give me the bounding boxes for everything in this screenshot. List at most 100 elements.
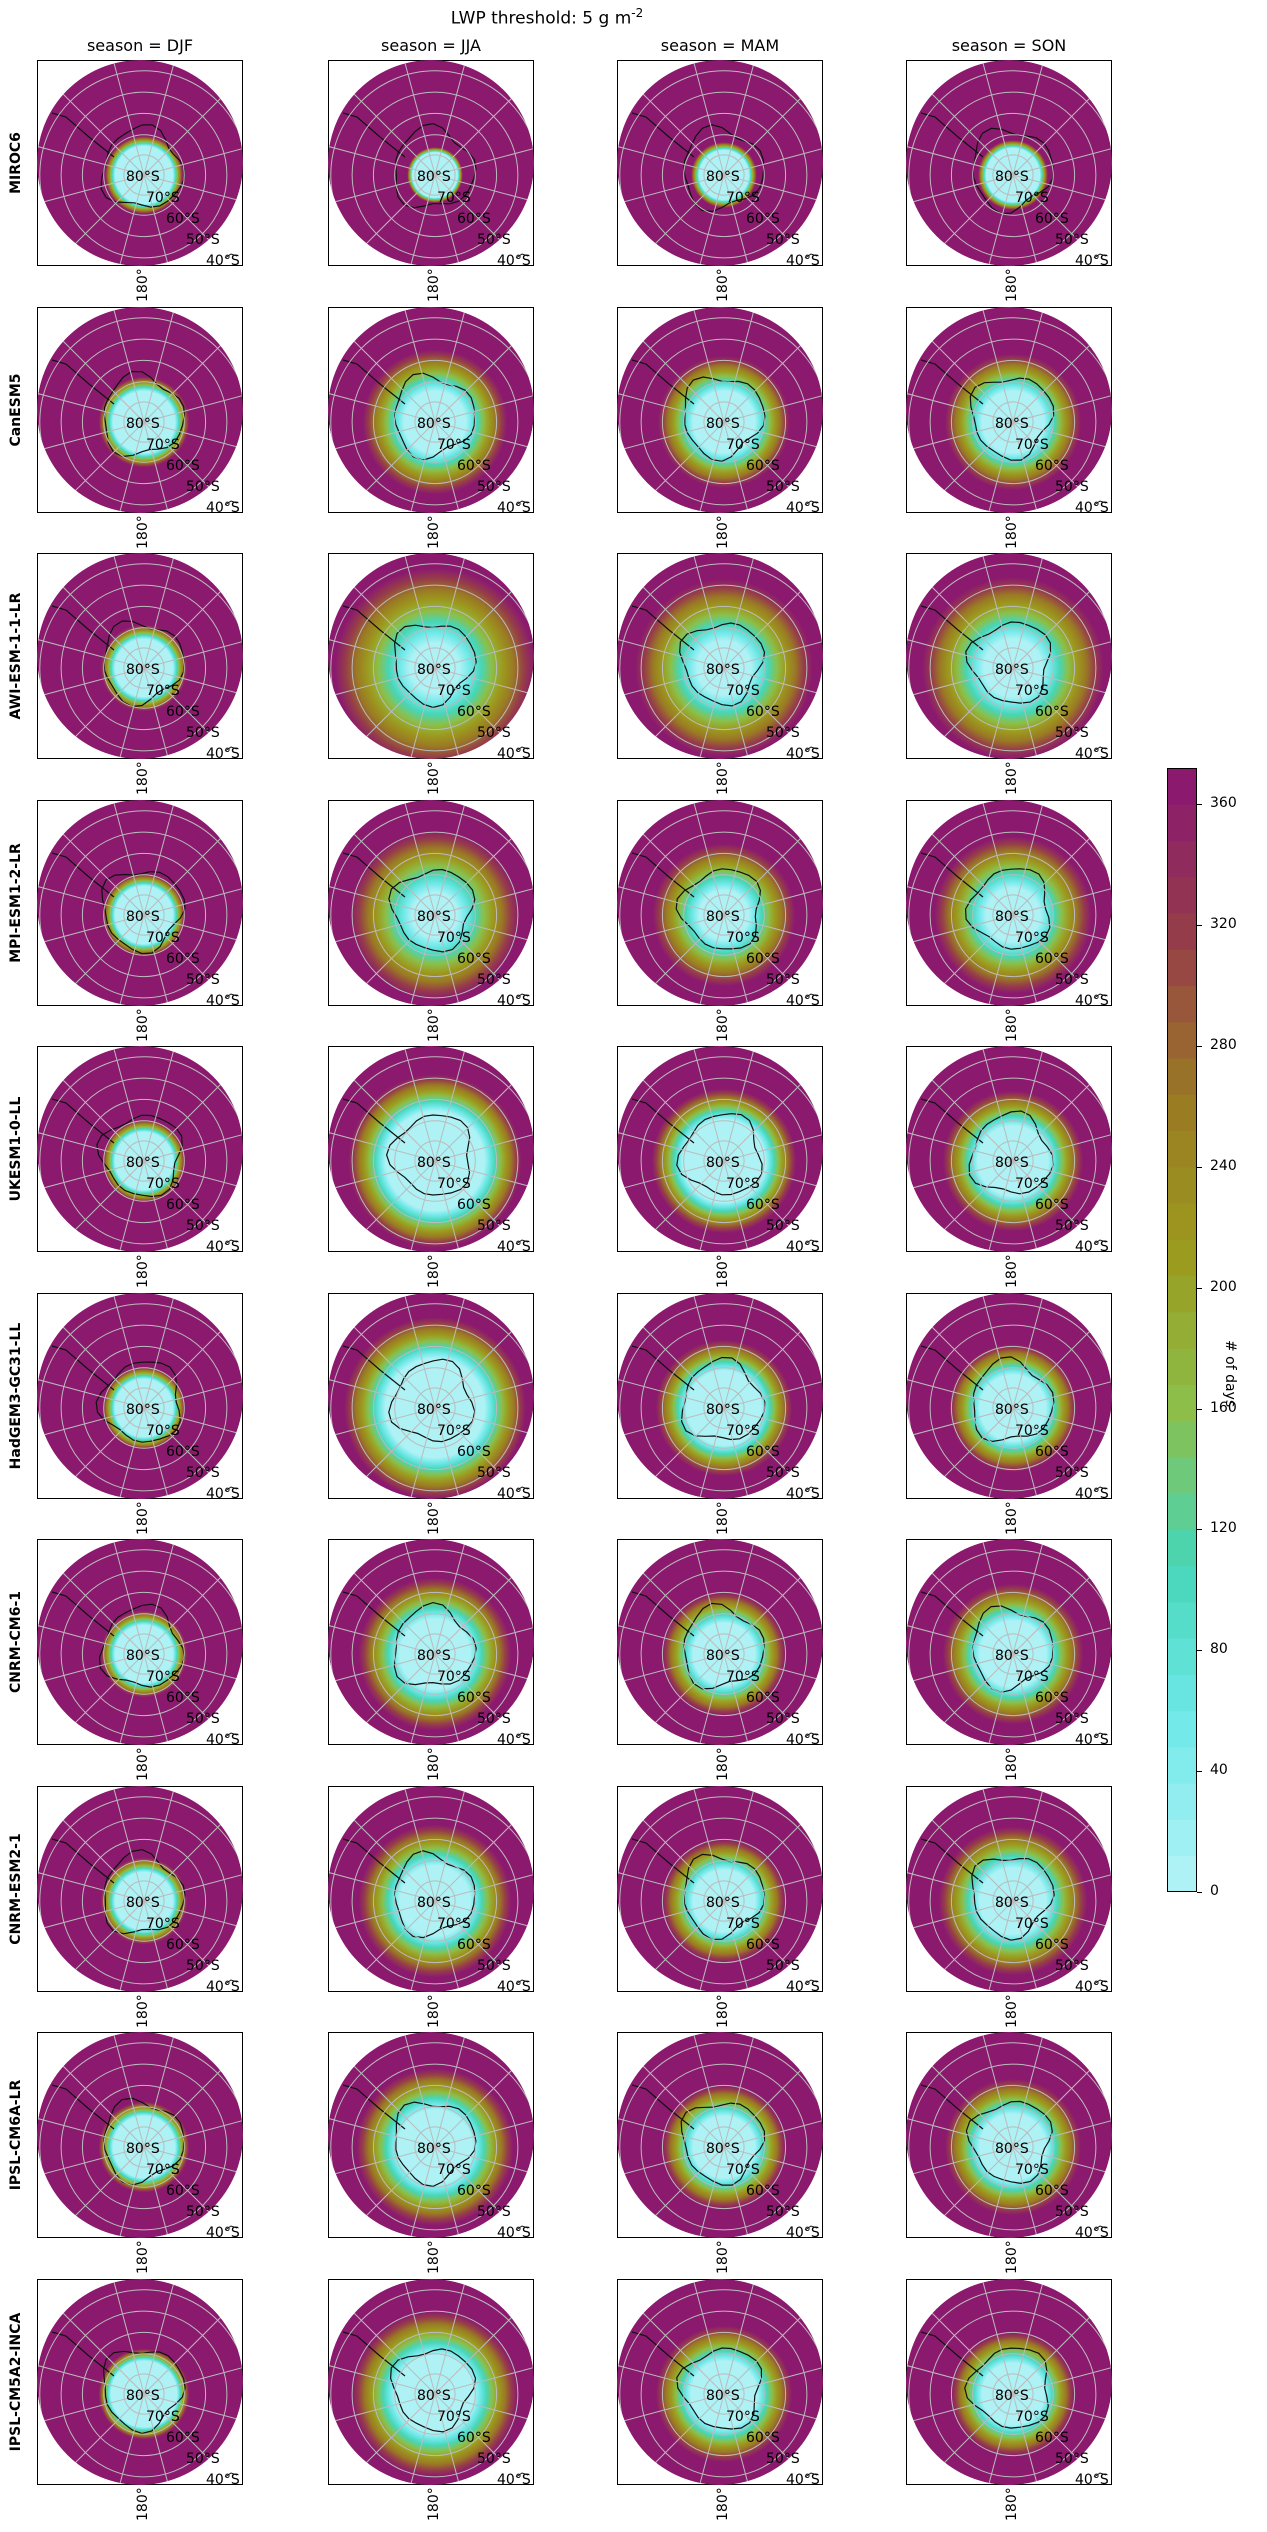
antarctica-coastline [965, 2100, 1053, 2185]
latitude-gridline [60, 1817, 228, 1984]
latitude-gridline [929, 1817, 1097, 1984]
map-panel: 80°S 70°S 60°S 50°S 40°S 180° [906, 306, 1112, 549]
map-panel: 80°S 70°S 60°S 50°S 40°S 180° [37, 2032, 243, 2274]
longitude-label: 180° [715, 514, 731, 549]
coast-fragment [515, 253, 529, 259]
antarctica-coastline [679, 622, 766, 707]
latitude-gridline [619, 2288, 823, 2485]
latitude-gridline [372, 1591, 498, 1717]
latitude-label: 70°S [437, 930, 471, 946]
latitude-label: 70°S [437, 437, 471, 453]
coast-fragment [224, 1485, 238, 1491]
latitude-gridline [81, 2331, 207, 2456]
colorbar-band [1167, 1638, 1197, 1675]
latitude-gridline [60, 2063, 228, 2231]
latitude-label: 40°S [786, 1732, 820, 1748]
latitude-label: 80°S [706, 662, 740, 678]
latitude-gridline [372, 359, 498, 484]
latitude-label: 80°S [126, 2388, 160, 2404]
colorbar-tick-label: 120 [1210, 1520, 1237, 1537]
latitude-label: 70°S [146, 437, 180, 453]
latitude-gridline [992, 154, 1034, 196]
longitude-label: 180° [715, 1500, 731, 1535]
coast-fragment [515, 1239, 529, 1245]
polar-map: 80°S 70°S 60°S 50°S 40°S [37, 60, 243, 269]
latitude-label: 60°S [746, 1937, 780, 1953]
colorbar-band [1167, 1094, 1197, 1132]
latitude-label: 50°S [186, 725, 220, 741]
coast-fragment [515, 2471, 529, 2477]
coast-fragment [224, 1732, 238, 1738]
coast-fragment [224, 992, 238, 998]
latitude-gridline [992, 647, 1034, 689]
meridian-gridline [617, 2341, 823, 2446]
latitude-label: 70°S [437, 683, 471, 699]
latitude-label: 80°S [126, 1402, 160, 1418]
longitude-label: 180° [135, 1993, 151, 2028]
latitude-gridline [908, 70, 1112, 266]
longitude-label: 180° [426, 1500, 442, 1535]
latitude-gridline [972, 380, 1054, 463]
map-panel: 80°S 70°S 60°S 50°S 40°S 180° [37, 1785, 243, 2028]
latitude-gridline [619, 1056, 823, 1252]
polar-map: 80°S 70°S 60°S 50°S 40°S [37, 2278, 243, 2488]
latitude-gridline [81, 112, 207, 238]
latitude-label: 60°S [457, 1197, 491, 1213]
meridian-gridline [37, 615, 243, 721]
colorbar-band [1167, 1275, 1197, 1313]
latitude-gridline [123, 2372, 165, 2415]
row-label-7: CNRM-ESM2-1 [8, 1832, 24, 1945]
latitude-label: 80°S [706, 1895, 740, 1911]
column-title-2: season = MAM [660, 36, 780, 55]
meridian-gridline [617, 1355, 823, 1460]
polar-map: 80°S 70°S 60°S 50°S 40°S [617, 1785, 823, 1995]
latitude-gridline [908, 1549, 1112, 1745]
coast-fragment [1093, 992, 1107, 998]
colorbar-band [1167, 1565, 1197, 1603]
latitude-label: 80°S [995, 662, 1029, 678]
latitude-gridline [81, 605, 207, 731]
latitude-gridline [992, 1386, 1034, 1429]
colorbar-band [1167, 1311, 1197, 1349]
latitude-label: 50°S [477, 2451, 511, 2467]
map-panel: 80°S 70°S 60°S 50°S 40°S 180° [37, 799, 243, 1042]
map-panel: 80°S 70°S 60°S 50°S 40°S 180° [617, 1539, 823, 1781]
coast-fragment [1093, 1732, 1107, 1738]
polar-map: 80°S 70°S 60°S 50°S 40°S [906, 553, 1112, 762]
latitude-gridline [103, 2106, 185, 2188]
latitude-gridline [972, 627, 1054, 709]
title-superscript: -2 [631, 6, 644, 20]
latitude-gridline [908, 1795, 1112, 1992]
colorbar-tick-mark [1197, 1166, 1202, 1168]
coast-fragment [804, 1485, 818, 1491]
latitude-gridline [123, 1386, 165, 1429]
latitude-label: 60°S [1035, 2183, 1069, 2199]
meridian-gridline [328, 2094, 534, 2200]
latitude-gridline [351, 338, 519, 505]
latitude-label: 40°S [786, 1239, 820, 1255]
latitude-gridline [683, 1613, 765, 1695]
meridian-gridline [617, 2094, 823, 2200]
colorbar-band [1167, 1493, 1197, 1530]
latitude-label: 60°S [166, 211, 200, 227]
latitude-label: 40°S [786, 253, 820, 269]
latitude-label: 60°S [1035, 458, 1069, 474]
latitude-gridline [972, 1859, 1054, 1942]
polar-map: 80°S 70°S 60°S 50°S 40°S [617, 1046, 823, 1255]
map-panel: 80°S 70°S 60°S 50°S 40°S 180° [617, 2032, 823, 2274]
meridian-gridline [328, 1848, 534, 1953]
longitude-label: 180° [135, 1007, 151, 1042]
coast-fragment [1093, 1485, 1107, 1491]
latitude-gridline [39, 563, 243, 759]
polar-map: 80°S 70°S 60°S 50°S 40°S [617, 799, 823, 1009]
latitude-label: 50°S [766, 725, 800, 741]
polar-map: 80°S 70°S 60°S 50°S 40°S [906, 2278, 1112, 2488]
latitude-gridline [908, 2288, 1112, 2485]
latitude-gridline [39, 1056, 243, 1252]
meridian-gridline [328, 615, 534, 721]
latitude-label: 60°S [457, 704, 491, 720]
longitude-label: 180° [135, 1500, 151, 1535]
longitude-label: 180° [715, 268, 731, 302]
antarctica-coastline [388, 1358, 476, 1442]
meridian-gridline [328, 1108, 534, 1214]
